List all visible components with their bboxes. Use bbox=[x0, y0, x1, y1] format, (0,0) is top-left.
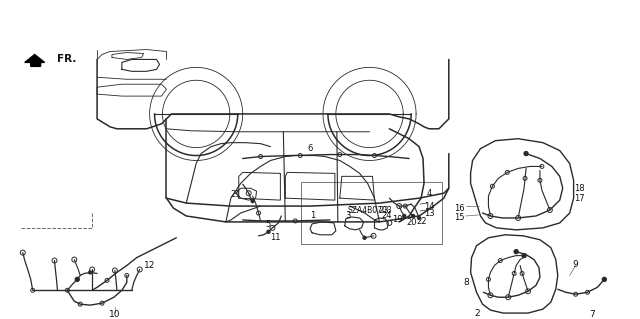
Text: 14: 14 bbox=[424, 202, 434, 211]
Text: 12: 12 bbox=[144, 261, 156, 270]
Circle shape bbox=[412, 214, 415, 218]
Polygon shape bbox=[25, 55, 45, 66]
Text: 7: 7 bbox=[589, 309, 595, 319]
Text: FR.: FR. bbox=[58, 55, 77, 64]
Circle shape bbox=[524, 152, 528, 156]
Text: 17: 17 bbox=[574, 194, 585, 203]
Text: 16: 16 bbox=[454, 204, 465, 212]
Text: 3: 3 bbox=[345, 211, 351, 220]
Circle shape bbox=[267, 230, 270, 233]
Circle shape bbox=[89, 271, 92, 274]
Circle shape bbox=[417, 217, 420, 219]
FancyBboxPatch shape bbox=[301, 182, 442, 244]
Text: 19: 19 bbox=[392, 215, 403, 225]
Text: SZA4B0703: SZA4B0703 bbox=[347, 205, 392, 215]
Circle shape bbox=[602, 278, 606, 281]
Text: 6: 6 bbox=[307, 144, 313, 153]
Text: 4: 4 bbox=[426, 189, 431, 198]
Text: 11: 11 bbox=[270, 233, 281, 242]
Text: 15: 15 bbox=[454, 213, 465, 222]
Text: 21: 21 bbox=[230, 190, 241, 199]
Text: 1: 1 bbox=[310, 211, 316, 220]
Circle shape bbox=[403, 214, 406, 218]
Text: 2: 2 bbox=[475, 308, 481, 318]
Circle shape bbox=[522, 254, 526, 257]
Text: 9: 9 bbox=[573, 260, 579, 269]
Text: 18: 18 bbox=[574, 184, 585, 193]
Text: 23: 23 bbox=[379, 205, 389, 215]
Text: 8: 8 bbox=[464, 278, 470, 287]
Text: 13: 13 bbox=[424, 209, 435, 218]
Circle shape bbox=[514, 250, 518, 254]
Text: 20: 20 bbox=[407, 219, 417, 227]
Circle shape bbox=[76, 278, 79, 281]
Text: 5: 5 bbox=[266, 220, 271, 229]
Text: 24: 24 bbox=[381, 211, 392, 220]
Circle shape bbox=[363, 236, 366, 239]
Text: 22: 22 bbox=[417, 218, 428, 226]
Text: 10: 10 bbox=[109, 309, 121, 319]
Circle shape bbox=[251, 200, 254, 203]
